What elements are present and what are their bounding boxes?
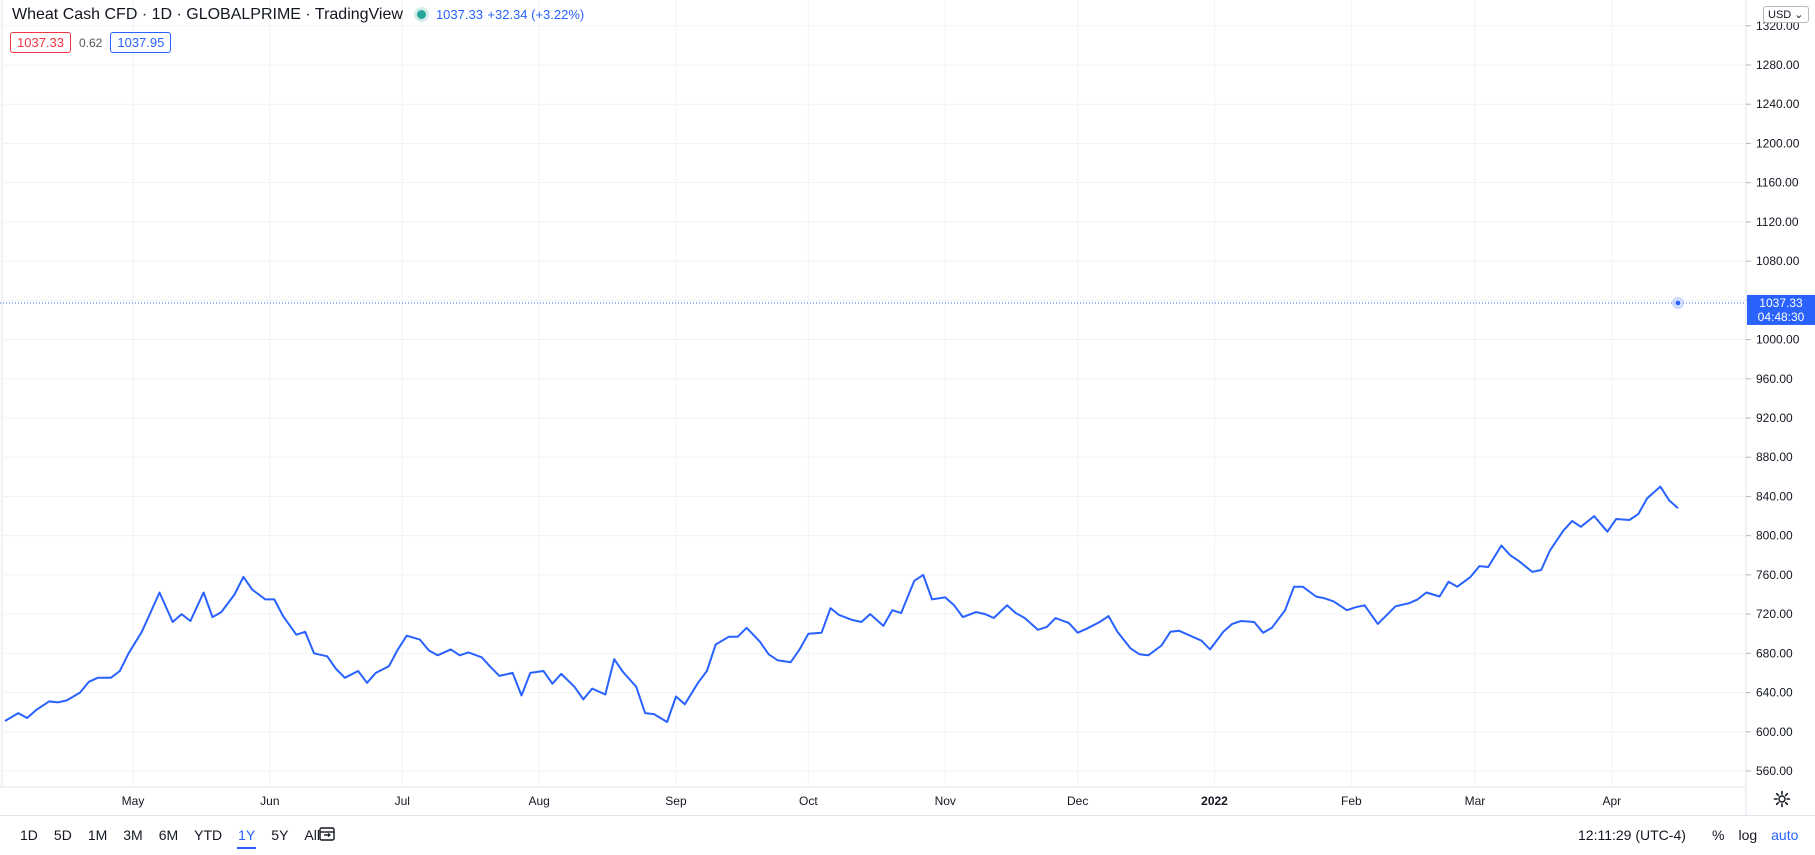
y-tick-label: 840.00 bbox=[1756, 489, 1793, 503]
x-tick-label: Jun bbox=[260, 794, 279, 808]
x-tick-label: Sep bbox=[665, 794, 687, 808]
x-tick-label: Dec bbox=[1067, 794, 1088, 808]
symbol-title[interactable]: Wheat Cash CFD · 1D · GLOBALPRIME · Trad… bbox=[12, 6, 403, 23]
y-tick-label: 1240.00 bbox=[1756, 97, 1800, 111]
range-button-1d[interactable]: 1D bbox=[20, 827, 38, 843]
price-change: +32.34 (+3.22%) bbox=[487, 7, 585, 22]
y-tick-label: 880.00 bbox=[1756, 450, 1793, 464]
y-tick-label: 800.00 bbox=[1756, 529, 1793, 543]
last-point-marker bbox=[1674, 299, 1682, 307]
x-tick-label: Aug bbox=[528, 794, 549, 808]
y-tick-label: 560.00 bbox=[1756, 764, 1793, 778]
symbol-header: Wheat Cash CFD · 1D · GLOBALPRIME · Trad… bbox=[12, 6, 584, 24]
currency-select[interactable]: USD ⌄ bbox=[1763, 6, 1809, 23]
last-price: 1037.33 bbox=[435, 7, 483, 22]
price-axis[interactable]: 560.00 600.00 640.00 680.00 720.00 760.00 800.… bbox=[1746, 19, 1800, 778]
last-price-label: 1037.33 04:48:30 bbox=[1747, 294, 1815, 325]
bottom-toolbar: 1D 5D 1M 3M 6M YTD 1Y 5Y All 12:11:29 (UTC-4) % … bbox=[0, 815, 1815, 855]
timezone-clock[interactable]: 12:11:29 (UTC-4) bbox=[1578, 827, 1686, 843]
buy-button[interactable]: 1037.95 bbox=[110, 32, 172, 53]
sell-button[interactable]: 1037.33 bbox=[10, 32, 71, 53]
date-range-selector: 1D 5D 1M 3M 6M YTD 1Y 5Y All bbox=[12, 827, 328, 849]
x-tick-label: May bbox=[122, 794, 145, 808]
range-button-1m[interactable]: 1M bbox=[87, 827, 108, 843]
price-chart[interactable]: 560.00 600.00 640.00 680.00 720.00 760.00 800.… bbox=[0, 0, 1815, 815]
y-tick-label: 600.00 bbox=[1756, 725, 1793, 739]
last-price-badge bbox=[1747, 294, 1815, 325]
range-button-ytd[interactable]: YTD bbox=[194, 827, 223, 843]
scale-buttons: % log auto bbox=[1712, 827, 1798, 843]
y-tick-label: 1200.00 bbox=[1756, 136, 1800, 150]
time-axis[interactable]: May Jun Jul Aug Sep Oct Nov Dec 2022 Feb Mar Apr bbox=[122, 794, 1621, 808]
range-button-5d[interactable]: 5D bbox=[53, 827, 72, 843]
x-tick-label: Oct bbox=[799, 794, 818, 808]
grid bbox=[3, 0, 1746, 787]
range-button-all[interactable]: All bbox=[304, 827, 320, 843]
chevron-down-icon: ⌄ bbox=[1794, 9, 1804, 21]
bottom-divider bbox=[0, 815, 1815, 816]
x-tick-label: Nov bbox=[935, 794, 956, 808]
y-tick-label: 920.00 bbox=[1756, 411, 1793, 425]
series-layer bbox=[4, 296, 1684, 723]
spread-value: 0.62 bbox=[79, 35, 103, 50]
y-tick-label: 760.00 bbox=[1756, 568, 1793, 582]
market-status-icon bbox=[416, 10, 426, 20]
x-tick-label: Jul bbox=[395, 794, 410, 808]
currency-label: USD bbox=[1768, 9, 1792, 21]
range-button-5y[interactable]: 5Y bbox=[271, 827, 289, 843]
y-tick-label: 960.00 bbox=[1756, 372, 1793, 386]
x-tick-label: 2022 bbox=[1201, 794, 1228, 808]
date-range-calendar-icon[interactable] bbox=[318, 825, 336, 843]
y-tick-label: 720.00 bbox=[1756, 607, 1793, 621]
y-tick-label: 640.00 bbox=[1756, 686, 1793, 700]
y-tick-label: 1280.00 bbox=[1756, 58, 1800, 72]
range-button-3m[interactable]: 3M bbox=[123, 827, 143, 843]
range-button-6m[interactable]: 6M bbox=[158, 827, 179, 843]
y-tick-label: 1080.00 bbox=[1756, 254, 1800, 268]
percent-scale-button[interactable]: % bbox=[1712, 827, 1725, 843]
y-tick-label: 680.00 bbox=[1756, 646, 1793, 660]
bid-ask-panel: 1037.33 0.62 1037.95 bbox=[10, 32, 172, 53]
x-tick-label: Feb bbox=[1341, 794, 1362, 808]
log-scale-button[interactable]: log bbox=[1738, 827, 1758, 843]
x-tick-label: Mar bbox=[1465, 794, 1486, 808]
settings-gear-icon[interactable] bbox=[1773, 790, 1791, 808]
y-tick-label: 1120.00 bbox=[1756, 215, 1799, 229]
auto-scale-button[interactable]: auto bbox=[1771, 827, 1799, 843]
y-tick-label: 1000.00 bbox=[1756, 333, 1800, 347]
price-series-line[interactable] bbox=[4, 485, 1679, 723]
x-tick-label: Apr bbox=[1602, 794, 1621, 808]
bar-countdown: 04:48:30 bbox=[1758, 310, 1805, 324]
y-tick-label: 1160.00 bbox=[1756, 176, 1799, 190]
last-price-value: 1037.33 bbox=[1759, 296, 1803, 310]
range-button-1y[interactable]: 1Y bbox=[230, 827, 263, 849]
